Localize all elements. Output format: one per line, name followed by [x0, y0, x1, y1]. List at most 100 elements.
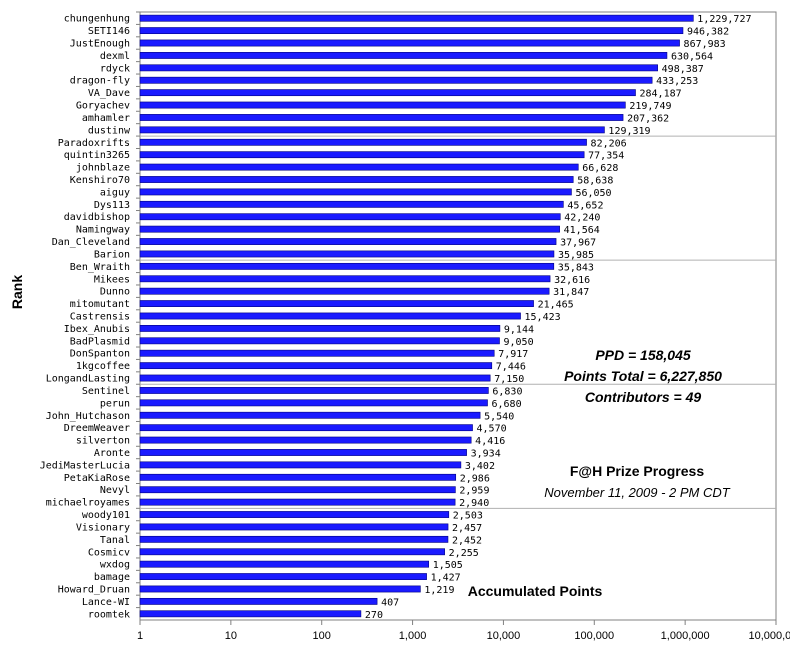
bar [139, 200, 564, 208]
value-label: 946,382 [687, 27, 729, 38]
category-label: johnblaze [76, 163, 130, 174]
category-label: woody101 [82, 510, 130, 521]
category-label: Dan_Cleveland [52, 237, 130, 248]
prize-title: F@H Prize Progress [570, 463, 704, 479]
value-label: 1,219 [424, 585, 454, 596]
x-axis-ticks: 1 10 100 1,000 10,000 100,000 1,000,000 10,000,… [137, 620, 790, 642]
date-label: November 11, 2009 - 2 PM CDT [544, 485, 730, 500]
category-label: dustinw [88, 125, 131, 136]
x-axis-title: Accumulated Points [468, 583, 603, 599]
bar [139, 14, 694, 22]
bar [139, 225, 560, 233]
category-label: Aronte [94, 448, 130, 459]
value-label: 9,050 [503, 337, 533, 348]
value-label: 41,564 [564, 225, 600, 236]
category-label: amhamler [82, 113, 130, 124]
value-label: 207,362 [627, 113, 669, 124]
bar [139, 76, 653, 84]
category-label: Namingway [76, 225, 130, 236]
bar [139, 101, 626, 109]
category-label: JediMasterLucia [40, 460, 130, 471]
bar [139, 27, 684, 35]
value-label: 1,505 [433, 560, 463, 571]
y-axis-title: Rank [9, 275, 25, 309]
value-label: 21,465 [538, 300, 574, 311]
value-label: 56,050 [575, 188, 611, 199]
bar [139, 560, 430, 568]
category-label: 1kgcoffee [76, 361, 130, 372]
bar [139, 300, 534, 307]
value-label: 15,423 [525, 312, 561, 323]
category-label: PetaKiaRose [64, 473, 130, 484]
bar [139, 163, 579, 171]
bar [139, 52, 668, 59]
bar [139, 548, 445, 556]
bar [139, 349, 495, 357]
bar [139, 461, 462, 469]
bar [139, 89, 636, 97]
value-label: 2,959 [459, 486, 489, 497]
x-tick-label: 1 [137, 630, 143, 642]
bar [139, 325, 501, 332]
value-label: 82,206 [591, 138, 627, 149]
value-label: 284,187 [639, 89, 681, 100]
bars [139, 14, 694, 618]
value-label: 630,564 [671, 51, 713, 62]
value-label: 1,229,727 [697, 14, 751, 25]
value-label: 4,416 [475, 436, 505, 447]
value-label: 4,570 [477, 424, 507, 435]
category-label: bamage [94, 572, 130, 583]
bar [139, 312, 521, 320]
value-label: 7,446 [496, 362, 526, 373]
value-label: 433,253 [656, 76, 698, 87]
value-label: 2,986 [460, 473, 490, 484]
bar [139, 486, 456, 494]
category-label: DreemWeaver [64, 423, 130, 434]
category-label: SETI146 [88, 26, 130, 37]
bar [139, 138, 587, 146]
value-label: 32,616 [554, 275, 590, 286]
bar [139, 523, 449, 531]
value-label: 6,830 [492, 386, 522, 397]
category-label: Nevyl [100, 485, 130, 496]
category-label: JustEnough [70, 39, 130, 50]
category-label: quintin3265 [64, 150, 130, 161]
x-tick-label: 1,000,000 [661, 630, 710, 642]
value-label: 42,240 [564, 213, 600, 224]
contributors-stat: Contributors = 49 [585, 389, 702, 405]
category-label: wxdog [100, 560, 130, 571]
category-label: chungenhung [64, 14, 130, 25]
category-label: Ben_Wraith [70, 262, 130, 273]
category-label: Cosmicv [88, 547, 130, 558]
value-label: 2,255 [449, 548, 479, 559]
bar [139, 337, 500, 345]
category-label: Sentinel [82, 386, 130, 397]
x-tick-label: 1,000 [399, 630, 427, 642]
value-label: 407 [381, 597, 399, 608]
value-label: 37,967 [560, 238, 596, 249]
category-label: Barion [94, 249, 130, 260]
bar [139, 585, 421, 593]
category-label: dragon-fly [70, 76, 130, 87]
value-label: 35,985 [558, 250, 594, 261]
value-label: 66,628 [582, 163, 618, 174]
bar [139, 387, 489, 394]
category-label: roomtek [88, 609, 130, 620]
category-label: perun [100, 398, 130, 409]
category-label: BadPlasmid [70, 336, 130, 347]
value-label: 6,680 [492, 399, 522, 410]
category-label: Goryachev [76, 101, 130, 112]
value-label: 498,387 [662, 64, 704, 75]
category-label: rdyck [100, 63, 130, 74]
category-label: Paradoxrifts [58, 138, 130, 149]
bar [139, 498, 456, 506]
bar [139, 573, 427, 580]
value-label: 58,638 [577, 176, 613, 187]
bar [139, 610, 362, 618]
value-label: 1,427 [431, 573, 461, 584]
points-total-stat: Points Total = 6,227,850 [564, 368, 722, 384]
bar [139, 399, 488, 407]
value-label: 35,843 [558, 262, 594, 273]
bar [139, 449, 467, 456]
value-label: 9,144 [504, 324, 534, 335]
